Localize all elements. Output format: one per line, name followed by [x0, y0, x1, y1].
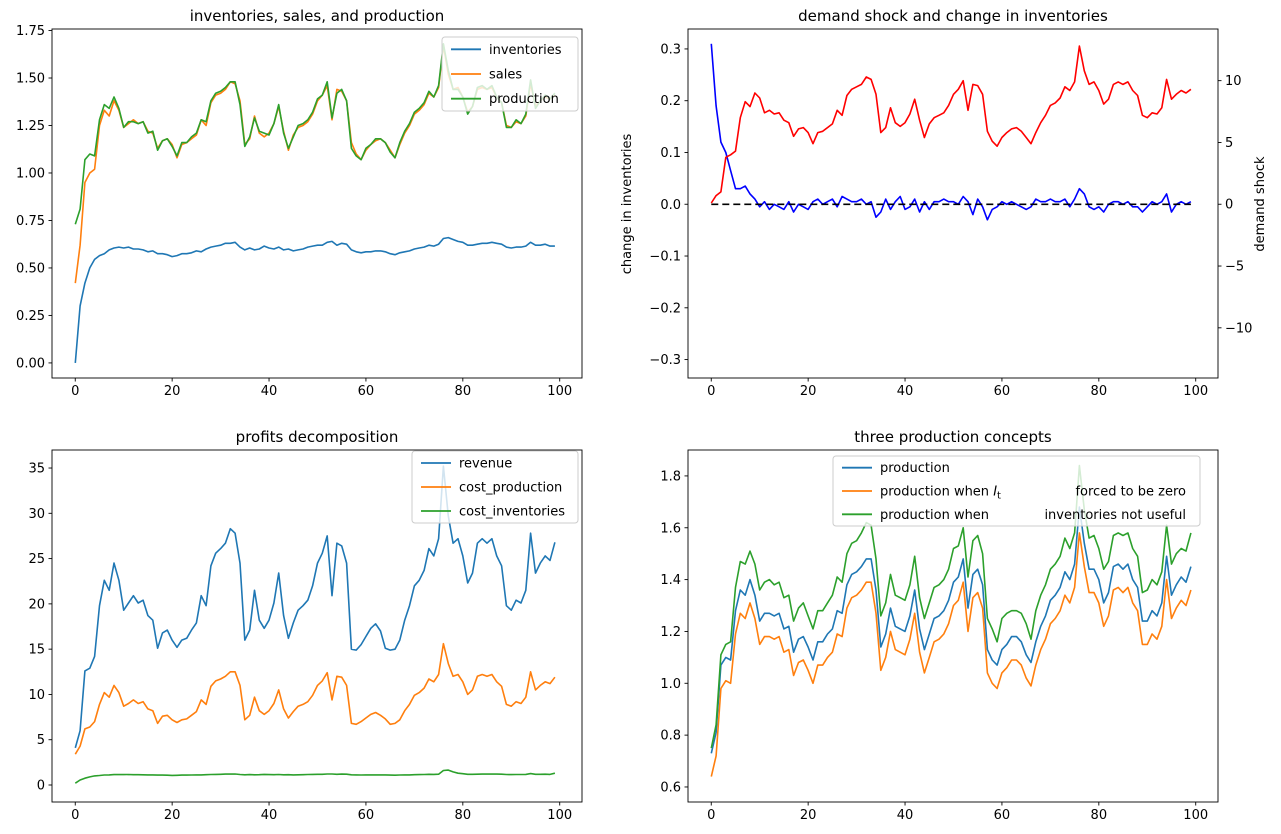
x-tick-label: 0 [707, 808, 715, 823]
x-tick-label: 80 [455, 808, 472, 823]
panel-title: profits decomposition [236, 428, 399, 446]
y-tick-label: 1.0 [660, 677, 681, 692]
panel-demand-shock-change-inventories: demand shock and change in inventories c… [620, 7, 1268, 399]
y-tick-label-right: 0 [1225, 198, 1233, 213]
x-tick-label: 20 [800, 808, 817, 823]
legend-label: cost_production [459, 481, 562, 496]
x-tick-label: 60 [358, 808, 375, 823]
y-tick-label: 1.2 [660, 625, 681, 640]
y-tick-label: 1.4 [660, 573, 681, 588]
legend-label: cost_inventories [459, 505, 565, 520]
legend-label: revenue [459, 457, 512, 472]
y-tick-label-right: −10 [1225, 321, 1252, 336]
y-tick-label: 10 [28, 688, 45, 703]
x-tick-label: 40 [897, 384, 914, 399]
y-tick-label: −0.3 [649, 353, 681, 368]
x-tick-label: 20 [164, 808, 181, 823]
x-tick-label: 60 [994, 808, 1011, 823]
series-line-demand-shock [710, 45, 1192, 204]
series-line-cost-inventories [74, 769, 556, 784]
series-line-change-in-inventories [710, 43, 1192, 221]
x-tick-label: 100 [547, 808, 572, 823]
y-tick-label: 0.75 [16, 214, 45, 229]
series-line-inventories [74, 236, 555, 363]
x-tick-label: 60 [994, 384, 1011, 399]
x-tick-label: 0 [707, 384, 715, 399]
x-tick-label: 100 [547, 384, 572, 399]
legend-label-right: inventories not useful [1044, 508, 1186, 523]
x-tick-label: 100 [1183, 808, 1208, 823]
axes-spines [687, 449, 1219, 803]
series-line-production-when-i-t-forced-to-be-zero [710, 532, 1192, 777]
panel-title: demand shock and change in inventories [798, 7, 1108, 25]
x-tick-label: 80 [1091, 808, 1108, 823]
y-tick-label: −0.1 [649, 250, 681, 265]
x-tick-label: 0 [71, 808, 79, 823]
legend-box [441, 36, 579, 112]
legend-label: production when [880, 508, 989, 523]
y-tick-label: 0.50 [16, 261, 45, 276]
legend-label: inventories [489, 43, 562, 58]
y-tick-label: 0.1 [660, 146, 681, 161]
axes-spines [51, 28, 583, 379]
y-tick-label: 1.50 [16, 72, 45, 87]
y-tick-label: 5 [37, 733, 45, 748]
legend-label: sales [489, 68, 522, 83]
y-tick-label: 0.00 [16, 356, 45, 371]
y-tick-label: 30 [28, 507, 45, 522]
x-tick-label: 0 [71, 384, 79, 399]
series-line-production-when-inventories-not-useful [710, 464, 1192, 749]
y-tick-label: 0.6 [660, 780, 681, 795]
y-tick-label: 0.0 [660, 198, 681, 213]
y-tick-label: −0.2 [649, 301, 681, 316]
panel-title: inventories, sales, and production [190, 7, 445, 25]
y-tick-label: 35 [28, 462, 45, 477]
series-line-revenue [74, 465, 556, 749]
y-tick-label: 1.00 [16, 166, 45, 181]
y-tick-label: 1.25 [16, 119, 45, 134]
legend-label: production [880, 461, 950, 476]
series-line-cost-production [74, 642, 556, 755]
y-tick-label: 1.8 [660, 469, 681, 484]
panel-profits-decomposition: profits decomposition 0 20 40 60 80 100 0 5 10 15… [28, 428, 583, 823]
x-tick-label: 20 [164, 384, 181, 399]
y-tick-label: 0.2 [660, 94, 681, 109]
x-tick-label: 80 [455, 384, 472, 399]
y-tick-label: 1.75 [16, 24, 45, 39]
panel-inventories-sales-production: inventories, sales, and production 0 20 40… [16, 7, 583, 399]
panel-title: three production concepts [854, 428, 1052, 446]
axes-spines [687, 28, 1219, 379]
y-tick-label: 25 [28, 552, 45, 567]
series-line-production [710, 506, 1192, 754]
y-tick-label: 20 [28, 597, 45, 612]
y-tick-label: 0.3 [660, 42, 681, 57]
y-tick-label: 0.8 [660, 729, 681, 744]
y-tick-label-right: 10 [1225, 74, 1242, 89]
x-tick-label: 40 [261, 384, 278, 399]
legend-label: production [489, 92, 559, 107]
panel-three-production-concepts: three production concepts 0 20 40 60 80 100 0.… [660, 428, 1219, 823]
axes-spines [51, 449, 583, 803]
y-tick-label: 1.6 [660, 521, 681, 536]
x-tick-label: 40 [261, 808, 278, 823]
x-tick-label: 80 [1091, 384, 1108, 399]
y-tick-label-right: 5 [1225, 136, 1233, 151]
x-tick-label: 100 [1183, 384, 1208, 399]
legend-box [411, 450, 579, 524]
legend-label: production when It [880, 485, 1001, 502]
y-tick-label: 0.25 [16, 309, 45, 324]
legend-box [832, 455, 1201, 527]
x-tick-label: 40 [897, 808, 914, 823]
y-tick-label: 15 [28, 643, 45, 658]
x-tick-label: 20 [800, 384, 817, 399]
x-tick-label: 60 [358, 384, 375, 399]
y-tick-label-right: −5 [1225, 260, 1244, 275]
y-axis-label-right: demand shock [1253, 156, 1268, 252]
y-tick-label: 0 [37, 779, 45, 794]
y-axis-label-left: change in inventories [620, 134, 635, 275]
legend-label-right: forced to be zero [1075, 485, 1186, 500]
